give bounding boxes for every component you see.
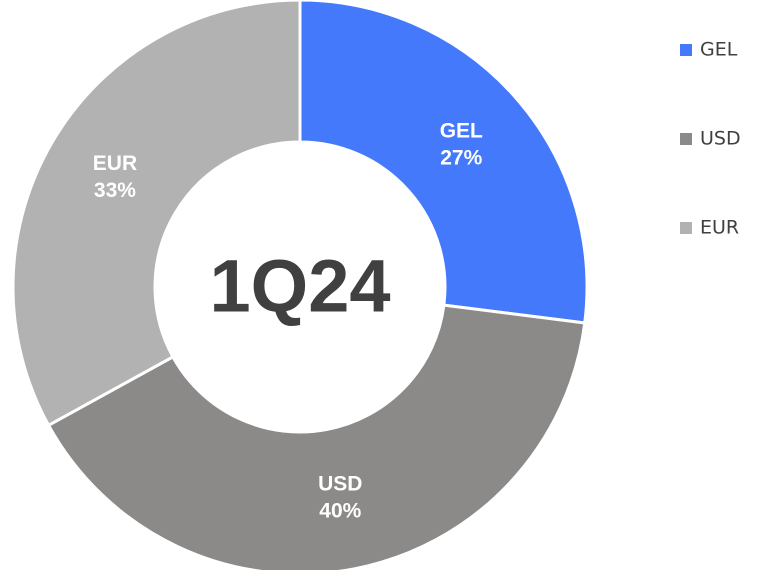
data-label-category: GEL: [440, 119, 483, 142]
chart-title: 1Q24: [209, 245, 390, 328]
legend-label: USD: [700, 128, 741, 150]
legend-swatch: [680, 44, 692, 56]
legend-label: EUR: [700, 217, 739, 239]
data-label-category: USD: [318, 473, 362, 496]
legend-swatch: [680, 133, 692, 145]
data-label-value: 40%: [319, 500, 361, 523]
data-label-value: 27%: [440, 146, 482, 169]
legend-swatch: [680, 222, 692, 234]
data-label-category: EUR: [93, 152, 137, 175]
legend-label: GEL: [700, 39, 738, 61]
donut-segment: [298, 0, 589, 325]
donut-segment: [46, 303, 587, 570]
data-label-value: 33%: [94, 179, 136, 202]
donut-segment: [11, 0, 302, 428]
